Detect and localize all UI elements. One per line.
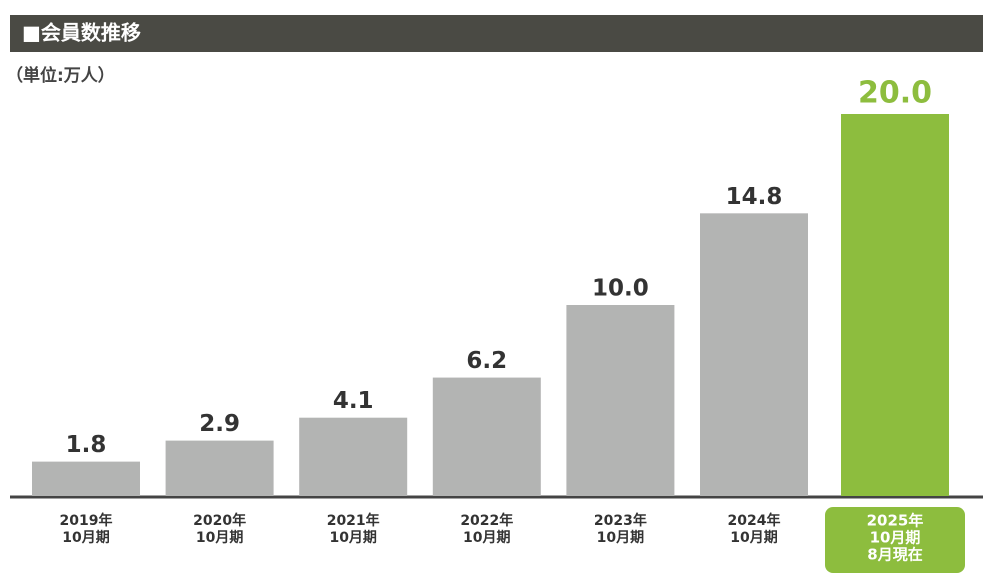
value-label: 6.2 xyxy=(466,348,507,374)
bar xyxy=(165,440,274,496)
x-tick-label: 2020年 xyxy=(193,512,246,529)
bar xyxy=(299,417,408,496)
x-tick-label: 2025年 xyxy=(867,512,924,530)
bar xyxy=(566,305,675,496)
value-label: 2.9 xyxy=(199,411,240,437)
bar xyxy=(841,114,949,496)
x-tick-label: 10月期 xyxy=(329,530,376,546)
bar xyxy=(432,377,541,496)
value-label: 1.8 xyxy=(66,432,107,458)
x-tick-label: 10月期 xyxy=(62,530,109,546)
value-label: 10.0 xyxy=(592,276,649,302)
x-tick-label: 8月現在 xyxy=(867,546,922,564)
x-tick-label: 10月期 xyxy=(463,530,510,546)
header-bar xyxy=(10,15,983,52)
value-label: 4.1 xyxy=(333,388,374,414)
x-tick-label: 2019年 xyxy=(60,512,113,529)
bar xyxy=(700,213,808,496)
x-tick-label: 2022年 xyxy=(460,512,513,529)
x-tick-label: 2023年 xyxy=(594,512,647,529)
x-tick-label: 10月期 xyxy=(196,530,243,546)
unit-label: （単位:万人） xyxy=(6,65,115,86)
category-highlight xyxy=(825,507,965,573)
value-label: 14.8 xyxy=(726,184,783,210)
x-tick-label: 2024年 xyxy=(728,512,781,529)
bar xyxy=(32,461,140,496)
value-label: 20.0 xyxy=(858,76,932,111)
header-title: ■会員数推移 xyxy=(22,21,141,45)
x-tick-label: 10月期 xyxy=(730,530,777,546)
x-tick-label: 10月期 xyxy=(597,530,644,546)
x-tick-label: 2021年 xyxy=(327,512,380,529)
x-tick-label: 10月期 xyxy=(870,529,921,547)
